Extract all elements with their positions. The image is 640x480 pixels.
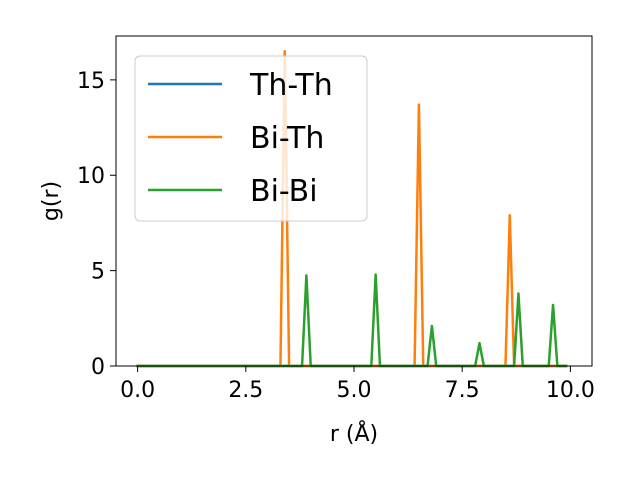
y-tick-label: 15	[77, 69, 105, 94]
x-tick-label: 7.5	[445, 378, 480, 403]
legend-label: Bi-Th	[250, 121, 324, 156]
x-tick-label: 2.5	[228, 378, 263, 403]
x-axis: 0.0 2.5 5.0 7.5 10.0	[120, 366, 595, 403]
legend-label: Bi-Bi	[250, 174, 318, 209]
x-axis-label: r (Å)	[330, 420, 378, 447]
x-tick-label: 10.0	[546, 378, 595, 403]
x-tick-label: 5.0	[337, 378, 372, 403]
legend: Th-Th Bi-Th Bi-Bi	[134, 55, 368, 222]
legend-label: Th-Th	[249, 68, 333, 103]
y-tick-label: 0	[91, 355, 105, 380]
y-tick-label: 10	[77, 164, 105, 189]
y-axis-label: g(r)	[39, 181, 64, 221]
y-tick-label: 5	[91, 260, 105, 285]
legend-box	[134, 55, 368, 222]
x-tick-label: 0.0	[120, 378, 155, 403]
y-axis: 0 5 10 15	[77, 69, 116, 380]
